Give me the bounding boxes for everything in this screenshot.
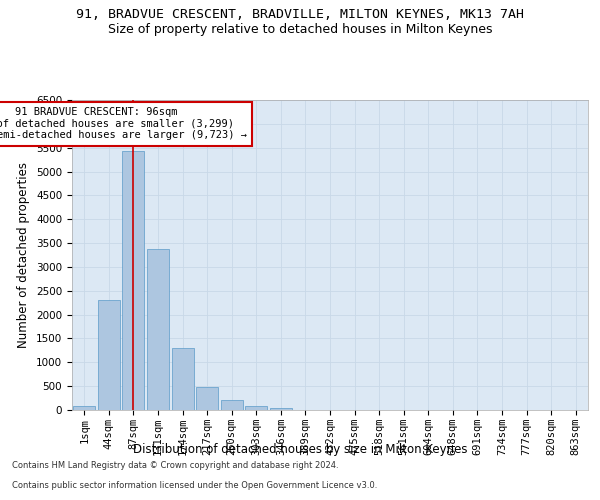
Y-axis label: Number of detached properties: Number of detached properties [17,162,31,348]
Text: Size of property relative to detached houses in Milton Keynes: Size of property relative to detached ho… [108,22,492,36]
Bar [221,400,243,410]
Text: Contains public sector information licensed under the Open Government Licence v3: Contains public sector information licen… [12,481,377,490]
Bar [245,406,268,410]
Text: 91, BRADVUE CRESCENT, BRADVILLE, MILTON KEYNES, MK13 7AH: 91, BRADVUE CRESCENT, BRADVILLE, MILTON … [76,8,524,20]
Bar [122,151,145,410]
Bar [73,406,95,410]
Text: Distribution of detached houses by size in Milton Keynes: Distribution of detached houses by size … [133,442,467,456]
Bar [196,386,218,410]
Bar [270,408,292,410]
Text: Contains HM Land Registry data © Crown copyright and database right 2024.: Contains HM Land Registry data © Crown c… [12,461,338,470]
Text: 91 BRADVUE CRESCENT: 96sqm
← 25% of detached houses are smaller (3,299)
74% of s: 91 BRADVUE CRESCENT: 96sqm ← 25% of deta… [0,107,247,140]
Bar [172,348,194,410]
Bar [98,300,120,410]
Bar [147,249,169,410]
